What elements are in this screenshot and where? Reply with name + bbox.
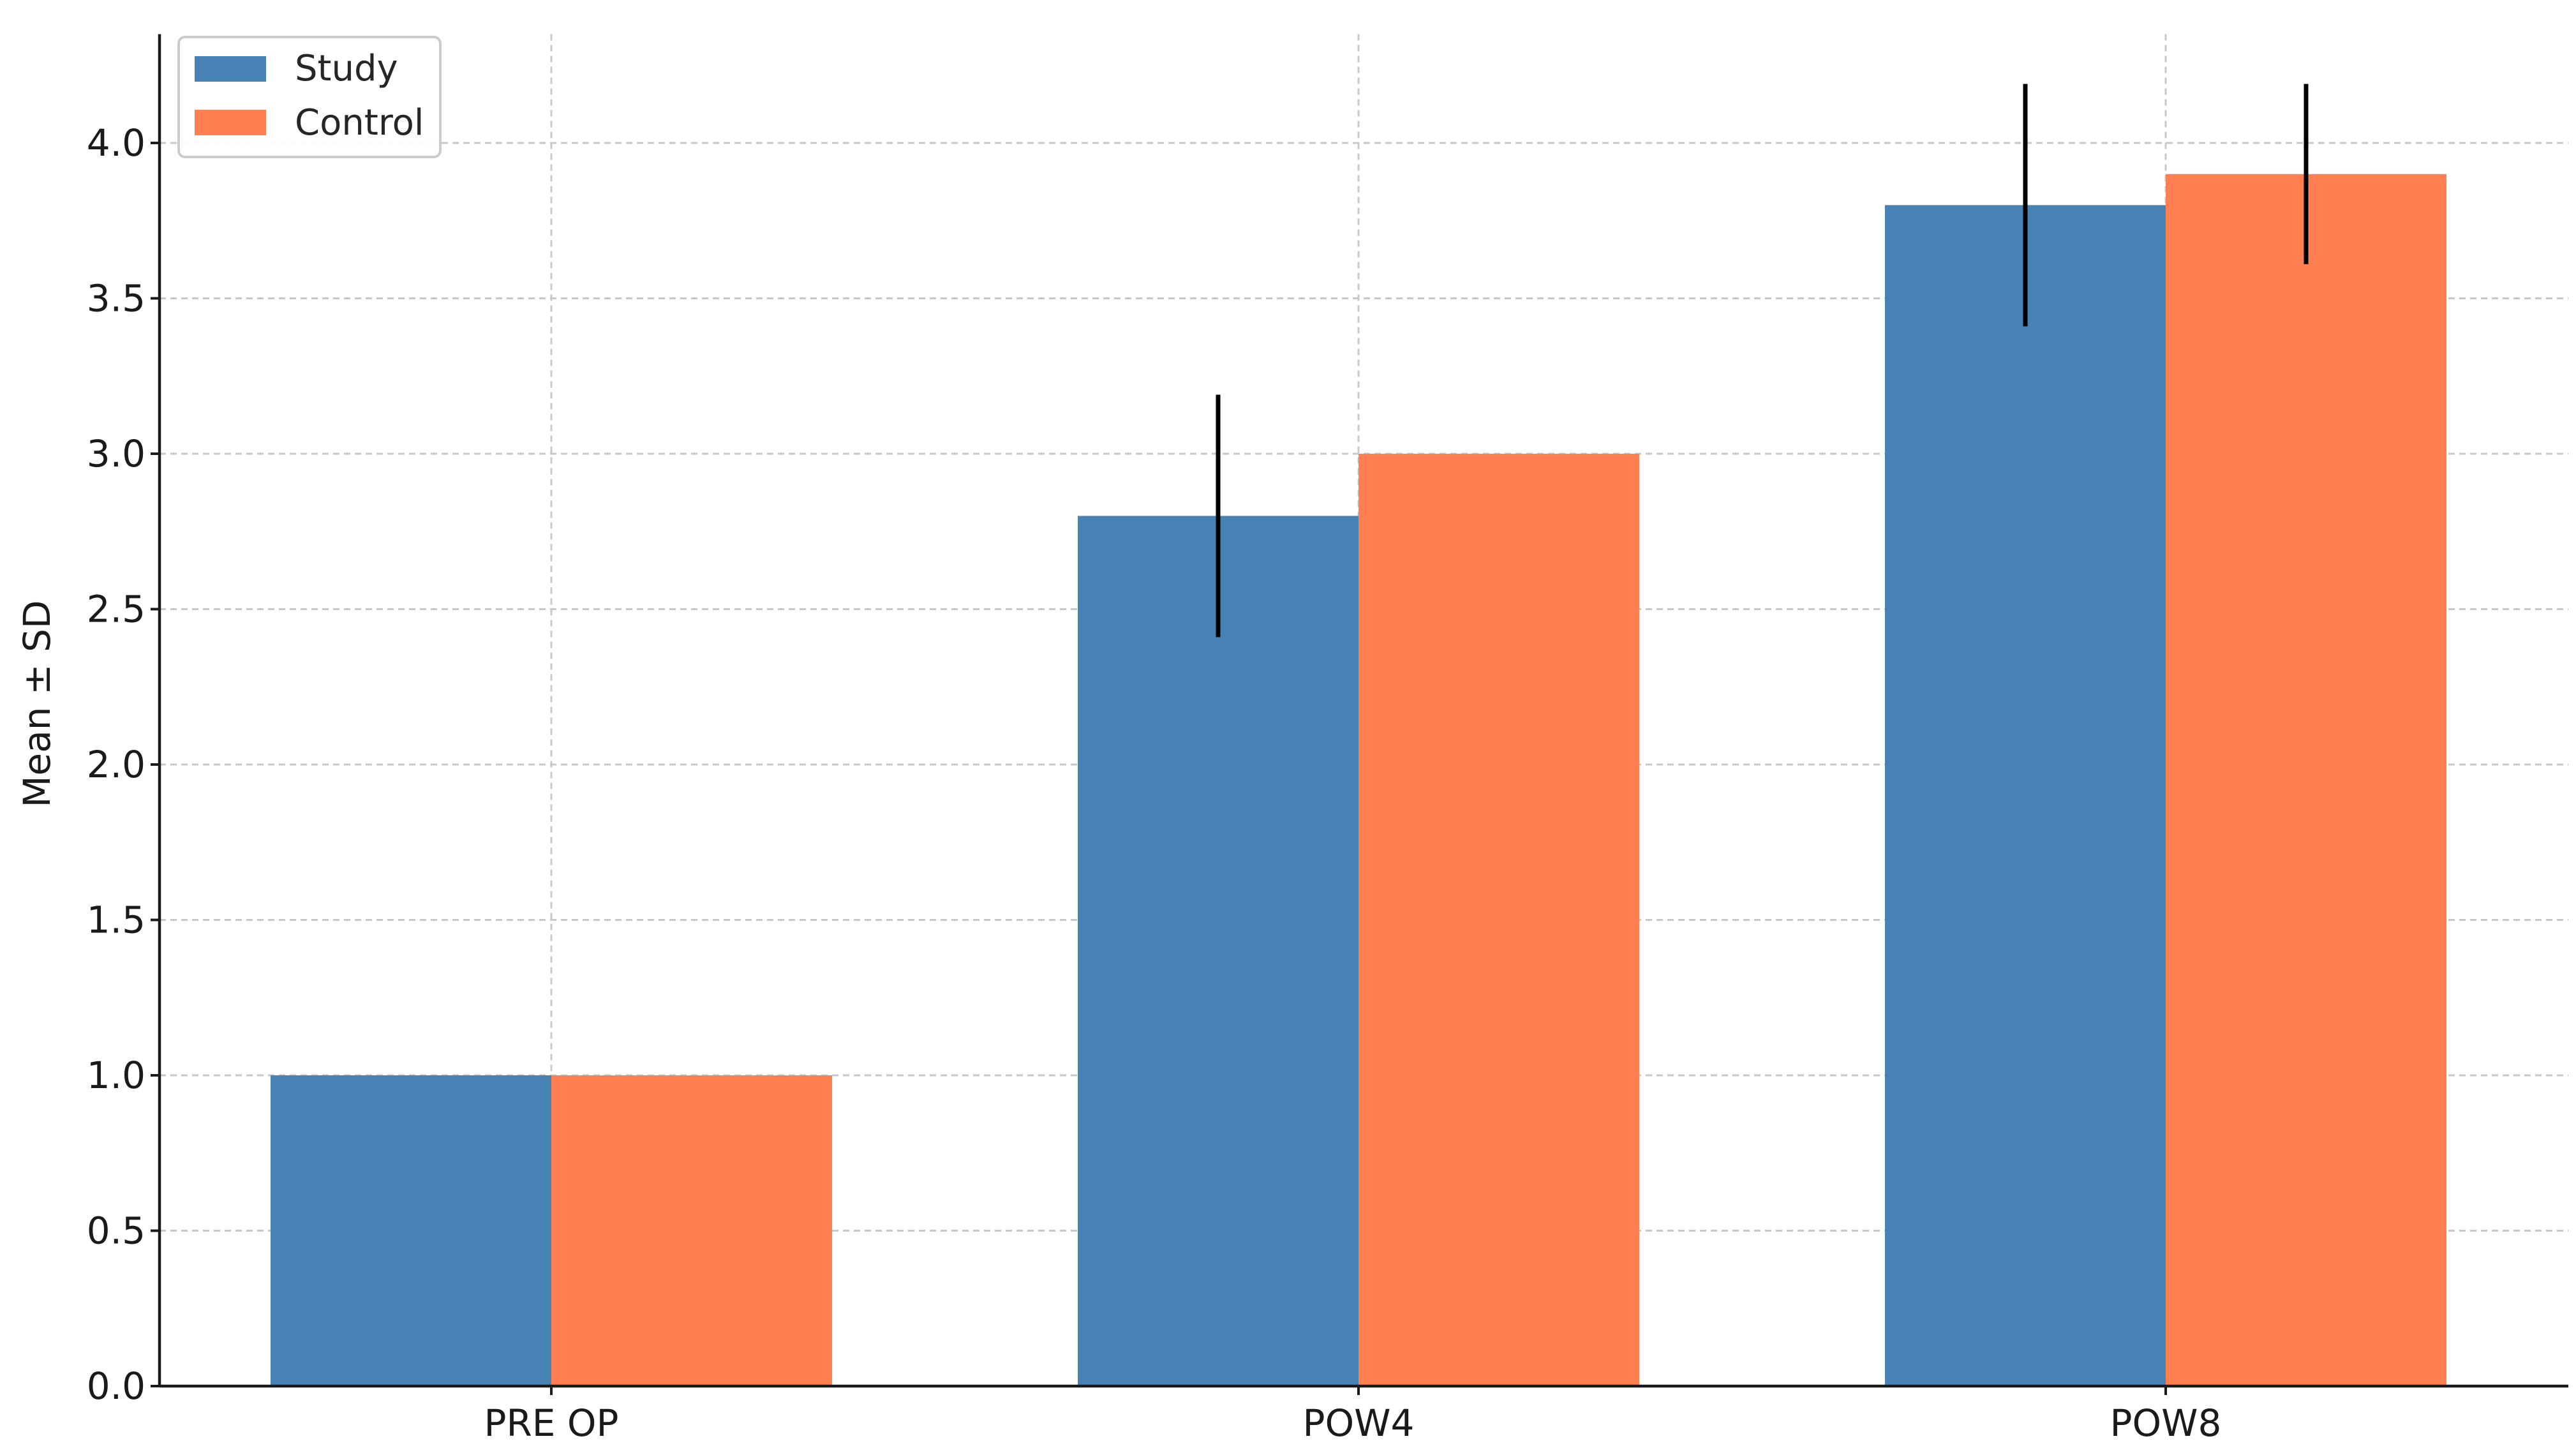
axes xyxy=(151,34,2568,1395)
legend[interactable]: Study Control xyxy=(177,36,442,158)
legend-label-control: Control xyxy=(295,102,424,144)
y-tick-label: 3.0 xyxy=(87,432,145,475)
y-tick-label: 3.5 xyxy=(87,277,145,320)
x-tick-label: POW4 xyxy=(1303,1401,1415,1445)
y-tick-label: 1.5 xyxy=(87,899,145,942)
y-tick-label: 0.0 xyxy=(87,1364,145,1408)
bar-control-pow8 xyxy=(2166,174,2446,1387)
legend-swatch-study xyxy=(195,56,266,82)
error-bars xyxy=(1216,84,2309,638)
y-axis-label: Mean ± SD xyxy=(15,601,59,808)
bar-study-pow4 xyxy=(1078,516,1359,1386)
bar-study-pre-op xyxy=(271,1075,551,1386)
y-tick-label: 4.0 xyxy=(87,121,145,165)
legend-label-study: Study xyxy=(295,48,398,89)
y-tick-label: 2.5 xyxy=(87,588,145,631)
bar-control-pow4 xyxy=(1359,454,1639,1386)
x-tick-label: PRE OP xyxy=(484,1401,619,1445)
y-tick-label: 1.0 xyxy=(87,1054,145,1097)
legend-swatch-control xyxy=(195,110,266,135)
tick-labels: 0.0 0.5 1.0 1.5 2.0 2.5 3.0 3.5 4.0 PRE OP POW4 POW… xyxy=(87,121,2222,1445)
x-tick-label: POW8 xyxy=(2110,1401,2222,1445)
bar-study-pow8 xyxy=(1885,205,2166,1386)
y-tick-label: 0.5 xyxy=(87,1209,145,1253)
y-tick-label: 2.0 xyxy=(87,743,145,786)
bars xyxy=(271,174,2446,1387)
bar-control-pre-op xyxy=(551,1075,832,1386)
